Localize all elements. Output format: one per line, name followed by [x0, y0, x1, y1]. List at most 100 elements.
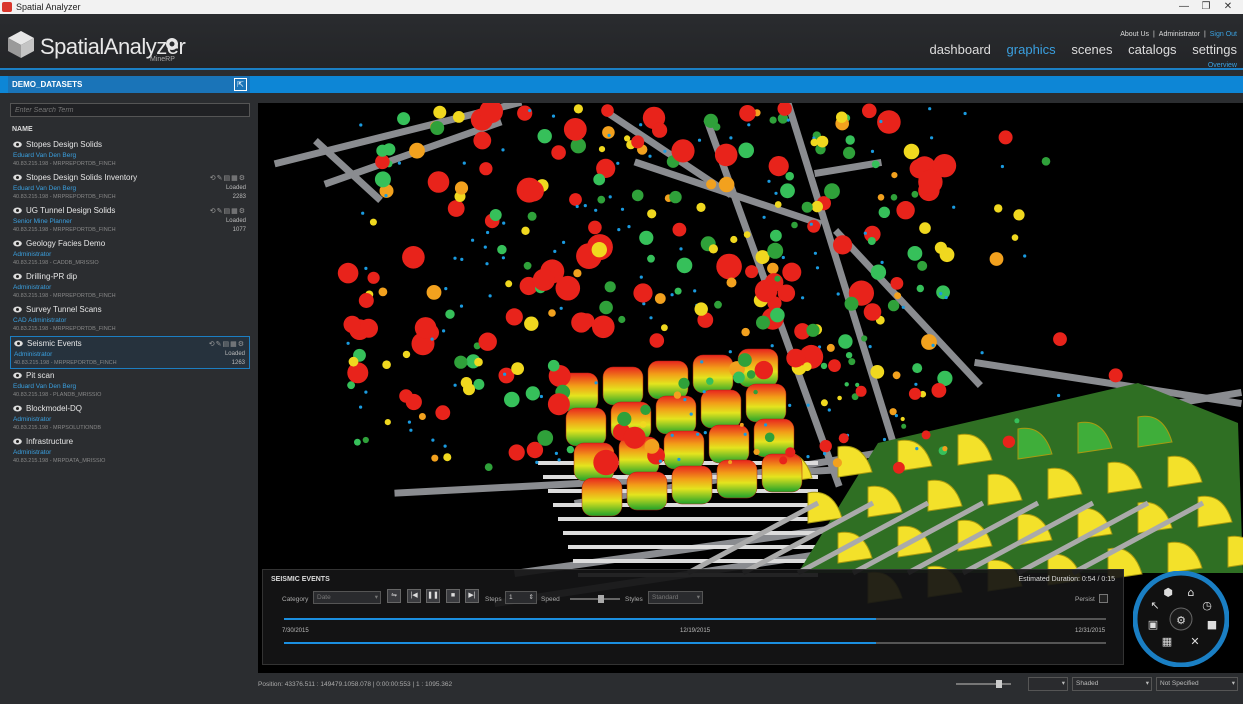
dataset-owner[interactable]: CAD Administrator — [13, 317, 67, 324]
dataset-item[interactable]: Stopes Design Solids Eduard Van Den Berg 4… — [10, 138, 250, 171]
dataset-name: Geology Facies Demo — [26, 239, 106, 248]
stepper-icon[interactable]: ⇕ — [528, 594, 534, 601]
eye-icon[interactable] — [14, 340, 23, 347]
seismic-event — [583, 204, 587, 208]
stop-button[interactable]: ■ — [446, 589, 460, 603]
eye-icon[interactable] — [13, 240, 22, 247]
nav-dashboard[interactable]: dashboard — [929, 42, 991, 57]
dataset-tools[interactable]: ⟲✎▤▦⚙ — [208, 341, 245, 348]
speed-slider-handle[interactable] — [598, 595, 604, 603]
dataset-owner[interactable]: Administrator — [13, 284, 52, 291]
dataset-item[interactable]: Blockmodel-DQ Administrator 40.83.215.198 … — [10, 402, 250, 435]
clock-icon[interactable]: ◷ — [1202, 599, 1212, 612]
eye-icon[interactable] — [13, 405, 22, 412]
maximize-button[interactable]: ❐ — [1201, 1, 1211, 12]
dataset-item[interactable]: Seismic Events Administrator 40.83.215.198… — [10, 336, 250, 369]
sign-out-link[interactable]: Sign Out — [1209, 31, 1237, 38]
scene-canvas[interactable] — [258, 103, 1243, 673]
category-select[interactable]: Date ▾ — [313, 591, 381, 604]
playback-track[interactable] — [284, 642, 1106, 644]
seismic-event — [827, 408, 831, 412]
zoom-slider[interactable] — [956, 680, 1011, 688]
eye-icon[interactable] — [13, 207, 22, 214]
tools-icon[interactable]: ✕ — [1190, 635, 1199, 648]
gear-icon[interactable]: ⚙ — [1176, 614, 1186, 627]
dataset-owner[interactable]: Senior Mine Planner — [13, 218, 72, 225]
navigation-wheel[interactable]: ⚙ ⬢ ⌂ ◷ ■ ✕ ▦ ▣ ↖ — [1133, 571, 1229, 667]
pointer-icon[interactable]: ↖ — [1150, 599, 1159, 612]
dataset-item[interactable]: Stopes Design Solids Inventory Eduard Van… — [10, 171, 250, 204]
minimize-button[interactable]: — — [1179, 1, 1189, 12]
seismic-event — [588, 220, 602, 235]
speed-slider[interactable] — [570, 595, 620, 603]
eye-icon[interactable] — [13, 174, 22, 181]
tunnel — [906, 500, 1040, 576]
seismic-event — [537, 430, 554, 446]
dataset-owner[interactable]: Eduard Van Den Berg — [13, 152, 77, 159]
seismic-event — [770, 229, 782, 242]
close-button[interactable]: ✕ — [1223, 1, 1233, 12]
nav-scenes[interactable]: scenes — [1071, 42, 1113, 57]
nav-graphics[interactable]: graphics — [1006, 42, 1056, 57]
dataset-item[interactable]: Drilling-PR dip Administrator 40.83.215.19… — [10, 270, 250, 303]
dataset-owner[interactable]: Administrator — [14, 351, 53, 358]
dataset-item[interactable]: Infrastructure Administrator 40.83.215.198… — [10, 435, 250, 468]
seismic-event — [714, 300, 722, 309]
eye-icon[interactable] — [13, 273, 22, 280]
user-link[interactable]: Administrator — [1158, 31, 1201, 38]
dataset-tools[interactable]: ⟲✎▤▦⚙ — [209, 175, 246, 182]
dataset-name: Stopes Design Solids Inventory — [26, 173, 138, 182]
dataset-item[interactable]: Pit scan Eduard Van Den Berg 40.83.215.198… — [10, 369, 250, 402]
eye-icon[interactable] — [13, 306, 22, 313]
seismic-event — [998, 130, 1013, 145]
dataset-name: Drilling-PR dip — [26, 272, 78, 281]
cube-icon[interactable]: ⬢ — [1163, 586, 1173, 599]
about-link[interactable]: About Us — [1120, 31, 1150, 38]
dataset-item[interactable]: Geology Facies Demo Administrator 40.83.21… — [10, 237, 250, 270]
skip-end-button[interactable]: ▶| — [465, 589, 479, 603]
nav-settings[interactable]: settings — [1192, 42, 1237, 57]
pause-button[interactable]: ❚❚ — [426, 589, 440, 603]
dataset-owner[interactable]: Administrator — [13, 251, 52, 258]
dataset-server: 40.83.215.198 - MRPREPORTDB_FINCH — [13, 326, 116, 332]
steps-input[interactable]: 1 ⇕ — [505, 591, 537, 604]
picture-icon[interactable]: ▣ — [1148, 618, 1158, 631]
spec-select[interactable]: Not Specified ▾ — [1156, 677, 1238, 691]
dataset-owner[interactable]: Administrator — [13, 416, 52, 423]
eye-icon[interactable] — [13, 438, 22, 445]
dataset-owner[interactable]: Eduard Van Den Berg — [13, 383, 77, 390]
dataset-item[interactable]: UG Tunnel Design Solids Senior Mine Plann… — [10, 204, 250, 237]
expand-icon[interactable]: ⇱ — [234, 78, 247, 91]
seismic-event — [726, 277, 737, 288]
dataset-tools[interactable]: ⟲✎▤▦⚙ — [209, 208, 246, 215]
shading-select[interactable]: Shaded ▾ — [1072, 677, 1152, 691]
overview-link[interactable]: Overview — [1207, 62, 1237, 69]
zoom-slider-handle[interactable] — [996, 680, 1002, 688]
dataset-owner[interactable]: Administrator — [13, 449, 52, 456]
time-range-track[interactable] — [284, 618, 1106, 620]
eye-icon[interactable] — [13, 141, 22, 148]
end-date: 12/31/2015 — [1075, 628, 1106, 634]
persist-checkbox[interactable] — [1099, 594, 1108, 603]
dataset-tab[interactable]: DEMO_DATASETS — [8, 76, 250, 93]
seismic-event — [402, 246, 425, 269]
save-icon[interactable]: ▦ — [1162, 635, 1172, 648]
loop-button[interactable]: ⇋ — [387, 589, 401, 603]
seismic-event — [694, 302, 708, 316]
column-header-name[interactable]: NAME — [12, 126, 33, 133]
heatmap-stope — [626, 471, 668, 511]
camera-icon[interactable]: ■ — [1207, 618, 1217, 631]
search-input[interactable] — [10, 103, 250, 117]
seismic-event — [1057, 393, 1061, 398]
seismic-event — [823, 452, 827, 456]
seismic-event — [942, 446, 948, 452]
skip-start-button[interactable]: |◀ — [407, 589, 421, 603]
dataset-item[interactable]: Survey Tunnel Scans CAD Administrator 40.8… — [10, 303, 250, 336]
home-icon[interactable]: ⌂ — [1188, 586, 1195, 599]
eye-icon[interactable] — [13, 372, 22, 379]
styles-select[interactable]: Standard ▾ — [648, 591, 703, 604]
nav-catalogs[interactable]: catalogs — [1128, 42, 1177, 57]
dataset-owner[interactable]: Eduard Van Den Berg — [13, 185, 77, 192]
seismic-event — [498, 367, 515, 384]
color-select[interactable]: ▾ — [1028, 677, 1068, 691]
